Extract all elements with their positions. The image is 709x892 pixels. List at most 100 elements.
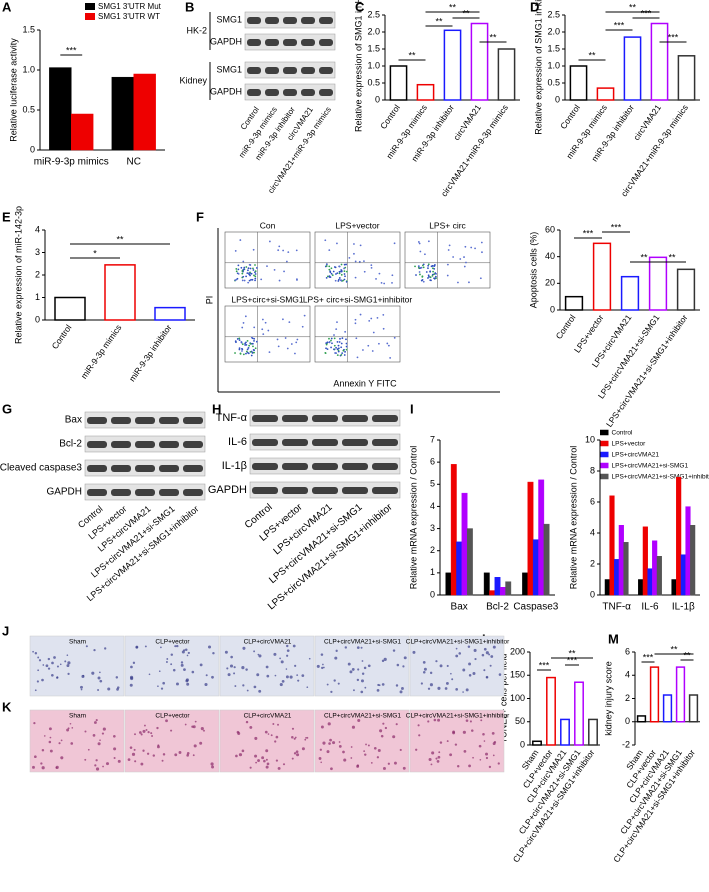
histology-label: Sham — [69, 639, 86, 646]
nucleus — [127, 758, 131, 761]
flow-event — [251, 352, 254, 354]
flow-event — [247, 269, 249, 272]
nucleus — [465, 719, 469, 722]
y-tick-label: 200 — [510, 646, 525, 656]
nucleus — [233, 672, 236, 675]
bar — [104, 264, 136, 321]
flow-event — [427, 274, 430, 277]
nucleus — [380, 734, 384, 738]
nucleus — [186, 751, 190, 755]
nucleus — [32, 765, 35, 769]
flow-event — [343, 270, 346, 273]
flow-event — [325, 263, 328, 266]
flow-event — [245, 341, 247, 344]
flow-event — [254, 270, 257, 273]
nucleus — [185, 679, 189, 683]
nucleus — [291, 757, 294, 760]
nucleus — [266, 762, 270, 766]
flow-event — [370, 264, 373, 267]
flow-event — [344, 350, 346, 353]
flow-event — [370, 266, 373, 269]
x-tick-label: IL-6 — [641, 602, 659, 613]
flow-plot — [224, 305, 311, 363]
nucleus — [462, 668, 466, 672]
y-tick-label: 3 — [430, 523, 435, 533]
flow-event — [463, 256, 465, 258]
flow-event — [325, 277, 328, 279]
nucleus — [485, 752, 489, 756]
y-tick-label: 4 — [590, 527, 595, 537]
bar — [647, 568, 653, 596]
flow-event — [337, 344, 340, 347]
flow-event — [325, 342, 328, 345]
y-tick-label: 0 — [30, 144, 35, 154]
flow-event — [332, 348, 335, 351]
nucleus — [157, 685, 159, 688]
histology-image — [409, 709, 505, 773]
nucleus — [437, 686, 441, 690]
flow-event — [336, 348, 339, 351]
nucleus — [294, 664, 297, 667]
bar — [574, 681, 584, 746]
nucleus — [241, 749, 245, 753]
nucleus — [458, 652, 462, 655]
panel-label: H — [212, 401, 221, 416]
flow-event — [419, 250, 422, 253]
blot-band — [87, 489, 107, 496]
flow-event — [290, 343, 293, 345]
legend-label: SMG1 3'UTR WT — [98, 12, 160, 21]
nucleus — [423, 667, 427, 671]
flow-event — [457, 281, 459, 284]
flow-event — [242, 275, 245, 278]
flow-event — [255, 340, 258, 343]
blot-band — [312, 439, 338, 446]
bar — [662, 694, 673, 723]
flow-event — [479, 277, 482, 280]
nucleus — [161, 759, 164, 762]
blot-band — [111, 441, 131, 448]
nucleus — [258, 654, 262, 658]
flow-event — [240, 266, 243, 269]
nucleus — [285, 668, 288, 670]
nucleus — [401, 687, 404, 690]
flow-event — [247, 352, 250, 355]
flow-event — [328, 249, 331, 252]
flow-event — [243, 268, 245, 271]
y-tick-label: 4 — [625, 670, 630, 680]
flow-event — [238, 339, 241, 342]
flow-event — [340, 353, 343, 356]
flow-event — [267, 329, 270, 332]
nucleus — [399, 748, 402, 752]
bar — [676, 268, 696, 311]
flow-event — [448, 244, 451, 247]
flow-event — [427, 267, 429, 270]
panel-label: C — [355, 0, 365, 14]
y-tick-label: 1.0 — [547, 60, 560, 70]
flow-event — [433, 277, 435, 280]
histology-label: CLP+vector — [155, 713, 190, 720]
bar — [497, 48, 516, 101]
nucleus — [335, 649, 338, 652]
flow-event — [234, 352, 236, 354]
nucleus — [444, 687, 448, 690]
nucleus — [334, 656, 338, 660]
y-axis-label: Relative mRNA expression / Control — [568, 446, 578, 590]
nucleus — [350, 757, 353, 759]
blot-band — [342, 415, 368, 422]
nucleus — [95, 718, 98, 722]
flow-event — [249, 350, 252, 353]
nucleus — [238, 753, 243, 757]
blot-band — [265, 17, 279, 24]
bar — [522, 572, 529, 596]
significance-label: ** — [683, 650, 691, 660]
flow-event — [353, 252, 355, 255]
flow-event — [372, 331, 375, 334]
significance-label: ** — [670, 644, 678, 654]
bar — [685, 506, 691, 596]
nucleus — [483, 669, 486, 672]
nucleus — [455, 654, 459, 658]
flow-event — [303, 314, 306, 317]
nucleus — [140, 733, 143, 736]
nucleus — [34, 652, 38, 655]
flow-plot — [404, 231, 491, 289]
